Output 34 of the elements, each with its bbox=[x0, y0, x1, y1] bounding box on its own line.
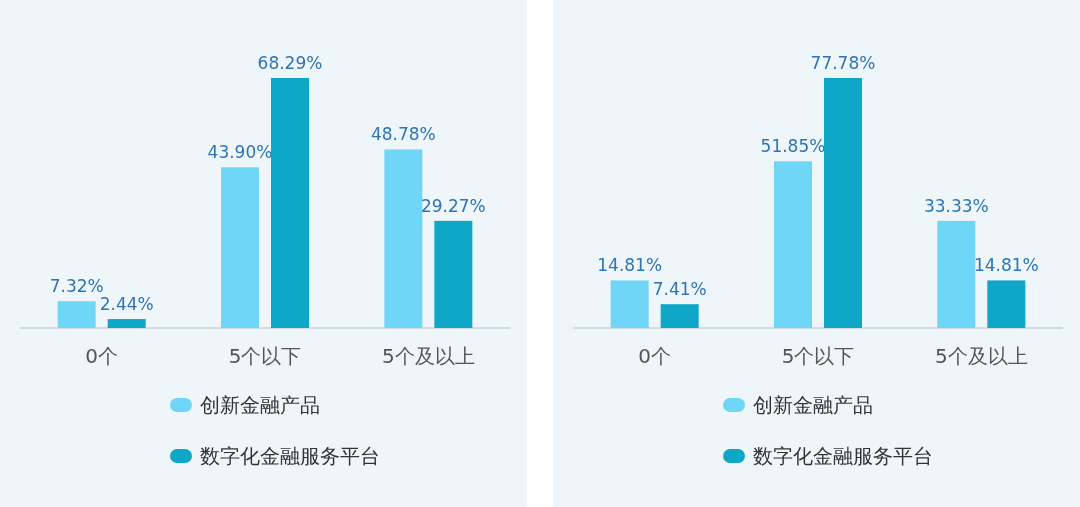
legend-label: 数字化金融服务平台 bbox=[200, 444, 380, 468]
legend-label: 数字化金融服务平台 bbox=[753, 444, 933, 468]
bar bbox=[774, 161, 812, 328]
data-label: 77.78% bbox=[810, 53, 876, 73]
bar bbox=[987, 280, 1026, 328]
bar bbox=[660, 304, 699, 328]
bar bbox=[107, 319, 146, 328]
bar bbox=[384, 149, 423, 328]
x-tick-label: 5个以下 bbox=[781, 344, 855, 368]
x-tick-label: 5个及以上 bbox=[934, 344, 1028, 368]
data-label: 43.90% bbox=[207, 142, 273, 163]
legend-label: 创新金融产品 bbox=[753, 393, 873, 417]
data-label: 29.27% bbox=[420, 195, 486, 216]
x-tick-label: 0个 bbox=[85, 344, 119, 368]
bar bbox=[57, 301, 96, 328]
data-label: 7.41% bbox=[652, 279, 707, 300]
bar bbox=[271, 78, 309, 328]
data-label: 14.81% bbox=[597, 255, 663, 276]
data-label: 33.33% bbox=[923, 195, 989, 216]
x-tick-label: 5个及以上 bbox=[381, 344, 475, 368]
bar bbox=[610, 280, 649, 328]
data-label: 51.85% bbox=[760, 136, 826, 157]
legend-label: 创新金融产品 bbox=[200, 393, 320, 417]
data-label: 68.29% bbox=[257, 53, 323, 73]
x-tick-label: 0个 bbox=[638, 344, 672, 368]
bar bbox=[937, 220, 976, 328]
bar bbox=[824, 78, 862, 328]
bar bbox=[221, 167, 259, 328]
data-label: 48.78% bbox=[370, 124, 436, 145]
data-label: 14.81% bbox=[973, 255, 1039, 276]
data-label: 7.32% bbox=[49, 276, 104, 297]
bar bbox=[434, 220, 473, 328]
x-tick-label: 5个以下 bbox=[228, 344, 302, 368]
data-label: 2.44% bbox=[99, 294, 154, 315]
